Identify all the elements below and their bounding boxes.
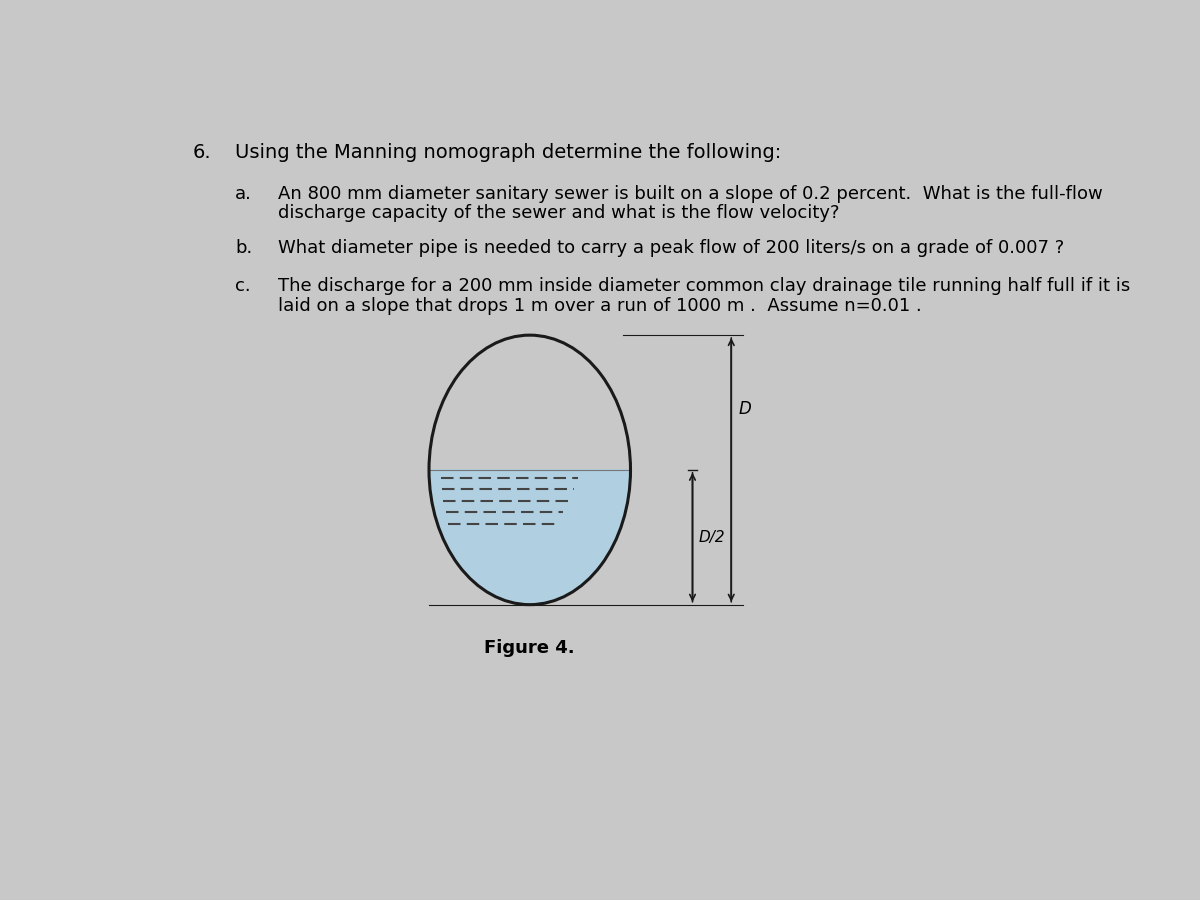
Text: a.: a. bbox=[235, 185, 252, 203]
Text: 6.: 6. bbox=[193, 142, 211, 162]
Text: c.: c. bbox=[235, 277, 251, 295]
Text: An 800 mm diameter sanitary sewer is built on a slope of 0.2 percent.  What is t: An 800 mm diameter sanitary sewer is bui… bbox=[278, 185, 1103, 203]
Text: The discharge for a 200 mm inside diameter common clay drainage tile running hal: The discharge for a 200 mm inside diamet… bbox=[278, 277, 1130, 295]
Text: discharge capacity of the sewer and what is the flow velocity?: discharge capacity of the sewer and what… bbox=[278, 204, 839, 222]
Text: b.: b. bbox=[235, 238, 252, 256]
Text: laid on a slope that drops 1 m over a run of 1000 m .  Assume n=0.01 .: laid on a slope that drops 1 m over a ru… bbox=[278, 297, 922, 315]
Text: D/2: D/2 bbox=[698, 530, 725, 544]
Text: Figure 4.: Figure 4. bbox=[485, 639, 575, 657]
Text: Using the Manning nomograph determine the following:: Using the Manning nomograph determine th… bbox=[235, 142, 781, 162]
Text: D: D bbox=[739, 400, 751, 418]
Polygon shape bbox=[430, 470, 630, 605]
Text: What diameter pipe is needed to carry a peak flow of 200 liters/s on a grade of : What diameter pipe is needed to carry a … bbox=[278, 238, 1064, 256]
